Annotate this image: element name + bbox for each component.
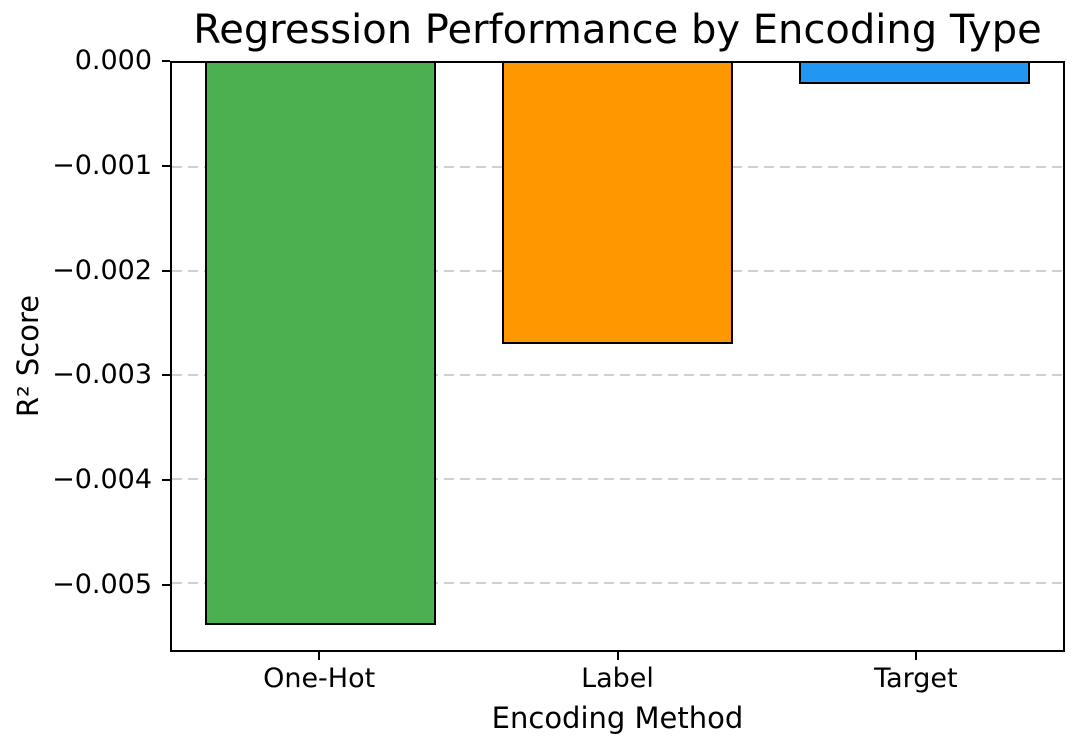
- x-tick-mark: [914, 652, 917, 660]
- y-tick-label: −0.002: [52, 254, 152, 286]
- plot-area: [170, 61, 1065, 652]
- x-axis-label: Encoding Method: [491, 701, 744, 735]
- bar-label: [501, 61, 734, 344]
- y-tick-label: −0.004: [52, 464, 152, 496]
- y-tick-label: −0.005: [52, 568, 152, 600]
- y-tick-label: −0.001: [52, 149, 152, 181]
- bar-one-hot: [204, 61, 437, 626]
- y-tick-mark: [162, 583, 170, 586]
- bars-layer: [172, 61, 1063, 650]
- y-tick-mark: [162, 374, 170, 377]
- y-axis-label: R² Score: [11, 294, 45, 418]
- y-tick-mark: [162, 164, 170, 167]
- y-tick-label: −0.003: [52, 359, 152, 391]
- y-tick-mark: [162, 479, 170, 482]
- gridline: [172, 478, 1063, 481]
- x-tick-label-one-hot: One-Hot: [263, 663, 376, 694]
- chart-title: Regression Performance by Encoding Type: [193, 7, 1042, 53]
- x-tick-label-label: Label: [581, 663, 654, 694]
- y-tick-mark: [162, 269, 170, 272]
- y-tick-label: 0.000: [74, 45, 152, 76]
- gridline: [172, 374, 1063, 377]
- y-tick-mark: [162, 60, 170, 62]
- x-tick-label-target: Target: [874, 663, 958, 694]
- gridline: [172, 582, 1063, 585]
- x-tick-mark: [616, 652, 619, 660]
- x-tick-mark: [318, 652, 321, 660]
- bar-target: [798, 61, 1031, 84]
